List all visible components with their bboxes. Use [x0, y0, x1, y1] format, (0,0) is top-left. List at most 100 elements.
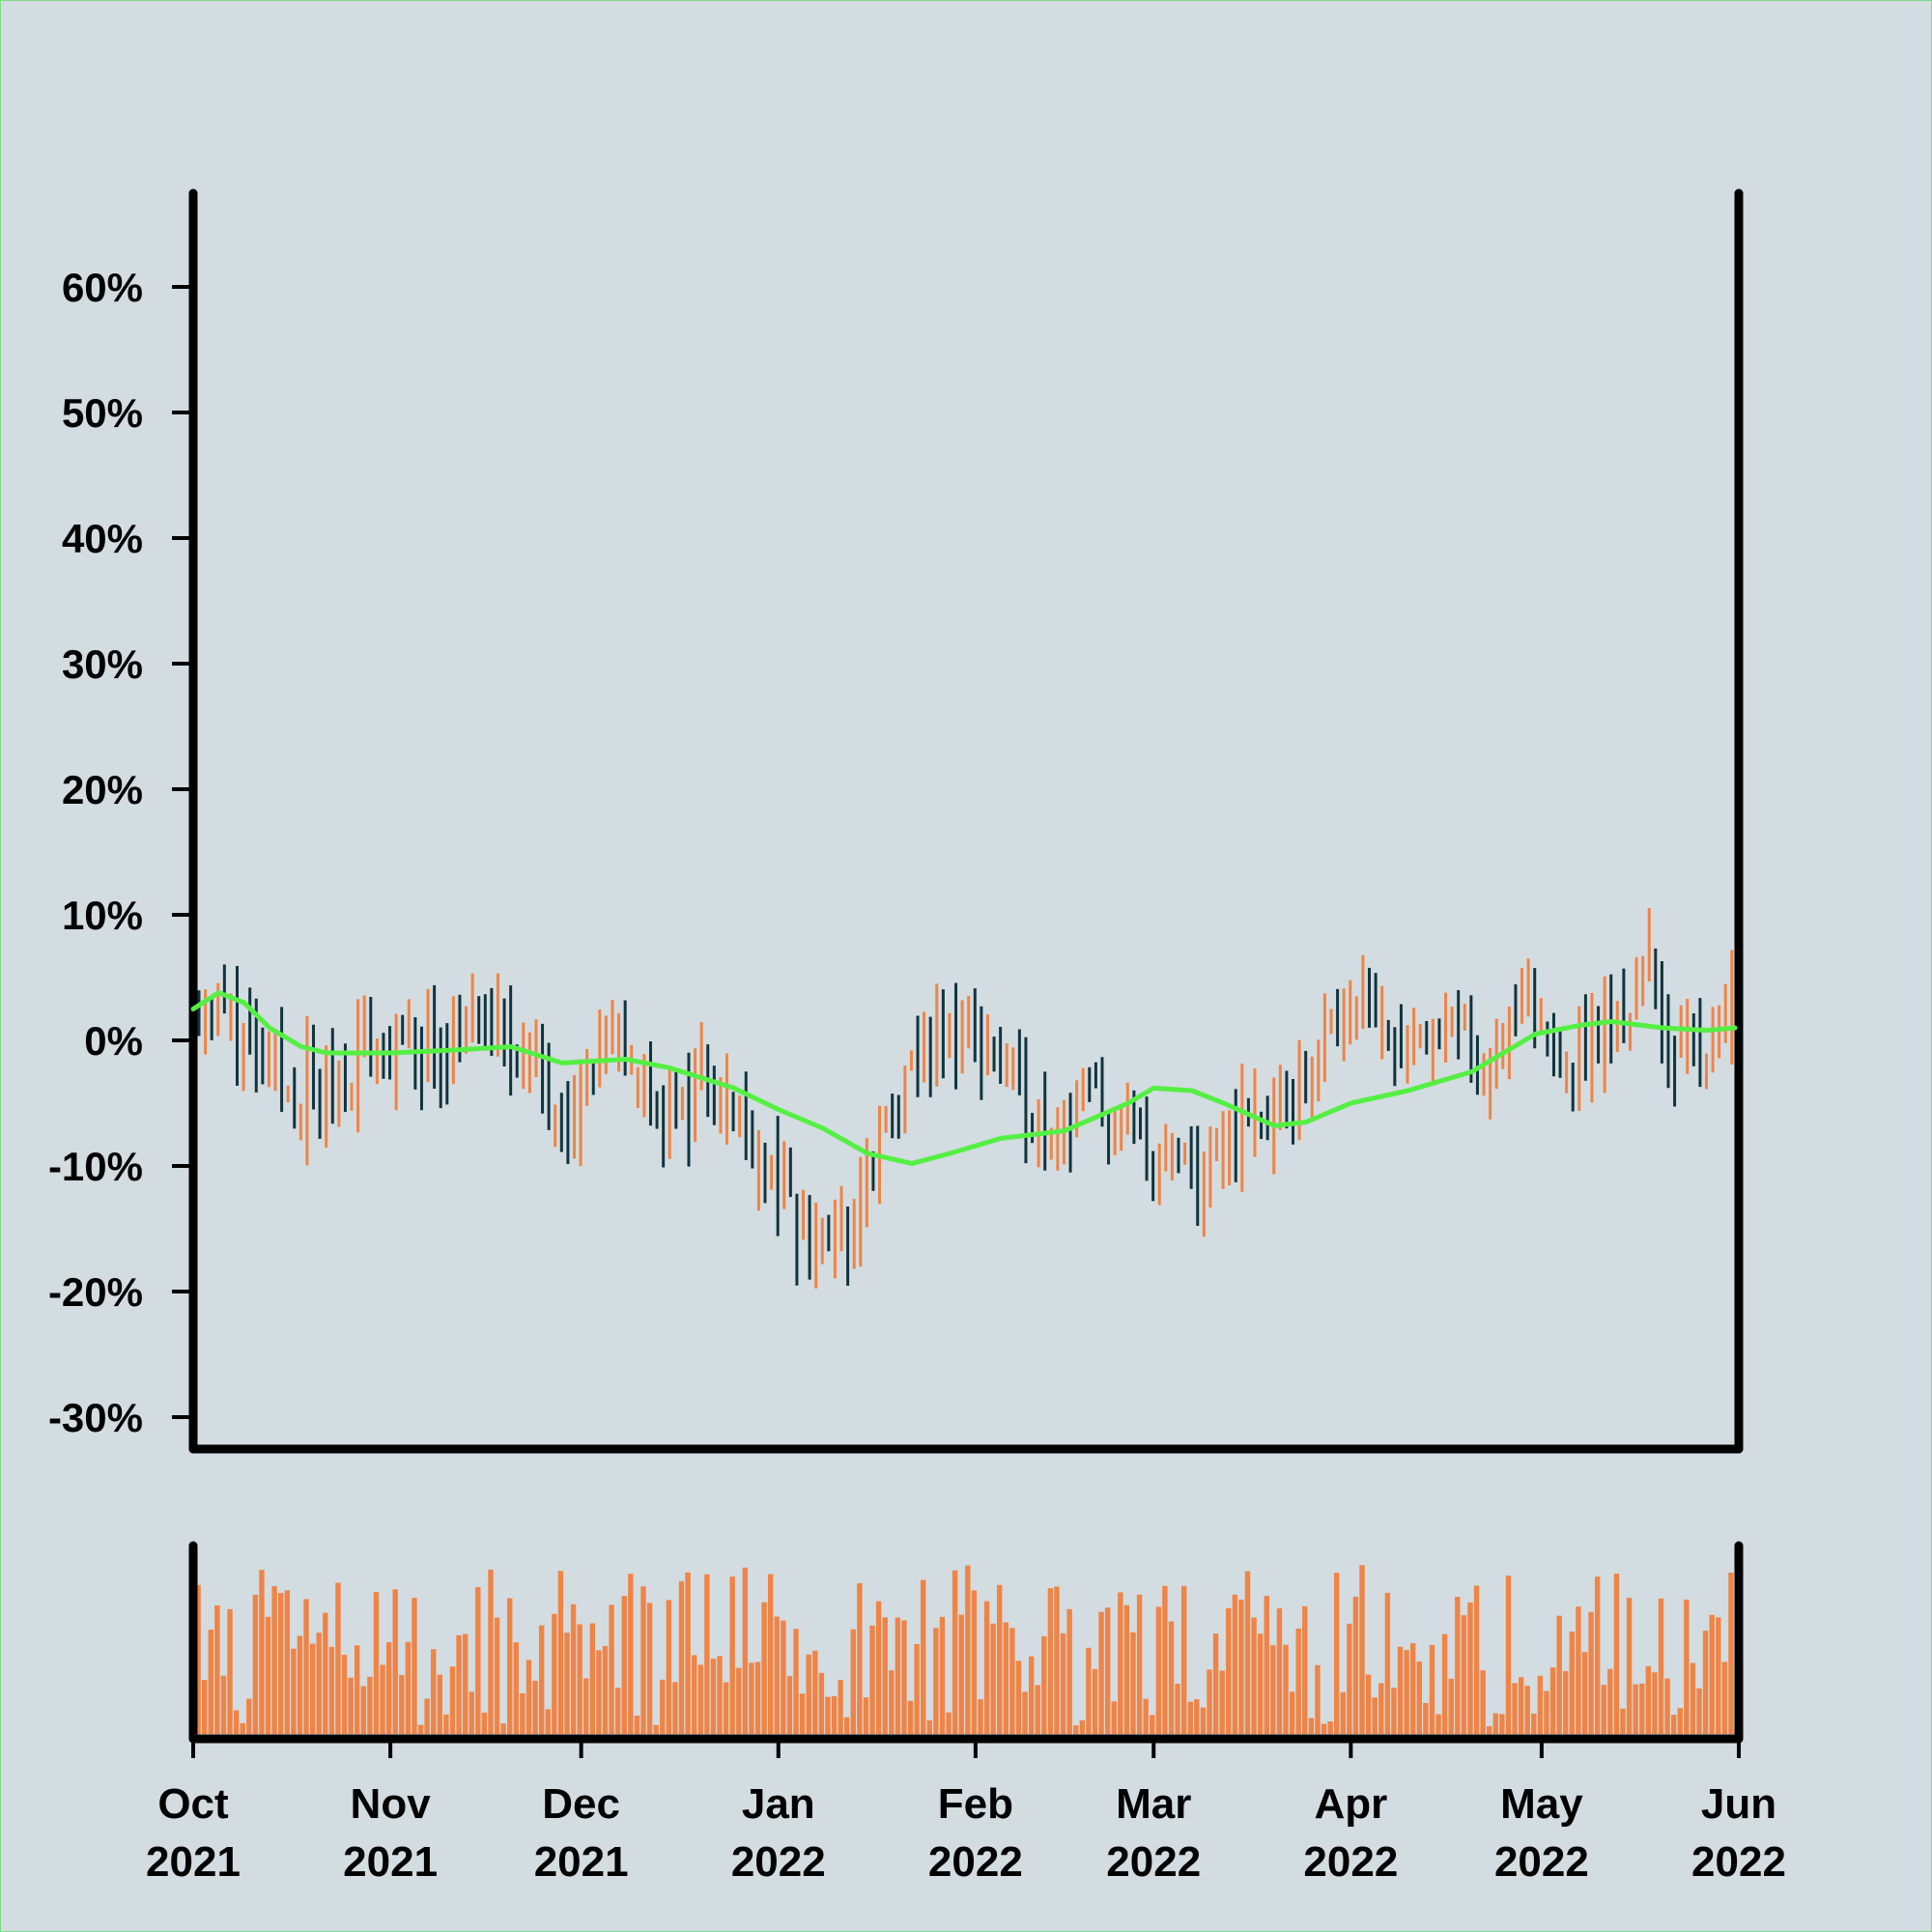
volume-bar	[1251, 1617, 1257, 1734]
volume-bar	[469, 1691, 474, 1734]
x-tick-month: Jan	[742, 1780, 815, 1828]
volume-bar	[1576, 1606, 1581, 1734]
volume-bar	[1499, 1714, 1505, 1734]
volume-bar	[443, 1714, 449, 1734]
volume-bar	[1690, 1662, 1696, 1734]
volume-bar	[1613, 1574, 1620, 1734]
volume-bar	[1060, 1633, 1066, 1734]
volume-bar	[863, 1697, 869, 1734]
volume-bar	[1308, 1718, 1315, 1734]
volume-bar	[1270, 1645, 1276, 1734]
volume-bar	[1435, 1714, 1441, 1734]
x-tick-year: 2021	[343, 1838, 438, 1886]
volume-bar	[532, 1680, 538, 1734]
volume-bar	[983, 1601, 990, 1734]
volume-bar	[1601, 1685, 1606, 1734]
volume-bar	[1467, 1602, 1473, 1734]
volume-bar	[1212, 1634, 1219, 1734]
y-tick-label: 40%	[62, 516, 143, 561]
x-tick-year: 2022	[1691, 1838, 1786, 1886]
volume-bar	[946, 1712, 952, 1734]
volume-bar	[252, 1594, 259, 1734]
volume-bar	[666, 1600, 672, 1734]
volume-bar	[1721, 1662, 1728, 1734]
volume-bar	[309, 1643, 316, 1734]
volume-bar	[895, 1617, 901, 1734]
x-tick-year: 2022	[928, 1838, 1023, 1886]
volume-bar	[1684, 1599, 1690, 1734]
x-tick-month: Oct	[157, 1780, 229, 1828]
volume-bar	[220, 1675, 227, 1734]
volume-bar	[1397, 1646, 1404, 1734]
volume-bar	[1015, 1661, 1022, 1734]
volume-bar	[907, 1700, 914, 1734]
volume-axes	[188, 1541, 1744, 1744]
x-tick-year: 2021	[146, 1838, 241, 1886]
volume-bar	[628, 1574, 634, 1734]
volume-bar	[1321, 1723, 1327, 1734]
volume-bar	[1047, 1588, 1054, 1734]
volume-bar	[341, 1655, 348, 1734]
volume-bar	[697, 1664, 703, 1734]
volume-bar	[1505, 1576, 1512, 1734]
volume-bar	[1289, 1691, 1295, 1734]
volume-bar	[736, 1667, 742, 1734]
volume-bar	[1594, 1577, 1601, 1734]
price-axes	[188, 188, 1744, 1454]
volume-bar	[1150, 1715, 1155, 1734]
volume-bar	[1035, 1685, 1040, 1734]
volume-bar	[526, 1660, 532, 1734]
volume-bar	[456, 1634, 462, 1734]
volume-bar	[240, 1722, 245, 1734]
volume-bar	[265, 1616, 271, 1734]
volume-bar	[640, 1586, 646, 1734]
x-axis-ticks: Oct 2021 Nov 2021 Dec 2021 Jan 2022 Feb 2022 Mar 20…	[146, 1739, 1786, 1886]
moving-average-layer	[190, 990, 1738, 1166]
volume-bar	[1041, 1635, 1047, 1734]
volume-bar	[564, 1633, 570, 1734]
volume-bar	[405, 1641, 412, 1734]
volume-bar	[507, 1598, 513, 1734]
volume-bar	[1200, 1707, 1207, 1734]
volume-bar	[431, 1649, 437, 1734]
volume-bar	[1123, 1605, 1130, 1734]
volume-bar	[291, 1648, 297, 1734]
volume-bar	[1391, 1688, 1397, 1734]
volume-bar	[1696, 1688, 1702, 1734]
volume-bar	[869, 1625, 875, 1734]
x-tick-month: Dec	[542, 1780, 620, 1828]
x-tick-month: Jun	[1701, 1780, 1776, 1828]
volume-bar	[424, 1698, 430, 1734]
volume-bar	[1098, 1611, 1104, 1734]
volume-bar	[634, 1715, 640, 1734]
volume-bar	[1670, 1715, 1677, 1734]
volume-bar	[392, 1589, 398, 1734]
volume-bars	[195, 1565, 1734, 1734]
volume-bar	[577, 1624, 582, 1734]
x-tick-year: 2022	[731, 1838, 826, 1886]
moving-average-line	[190, 990, 1738, 1166]
volume-bar	[1302, 1605, 1308, 1734]
volume-bar	[952, 1570, 958, 1734]
volume-bar	[1581, 1652, 1588, 1734]
volume-bar	[335, 1582, 341, 1734]
volume-bar	[793, 1629, 799, 1734]
volume-bar	[1544, 1690, 1549, 1734]
volume-bar	[201, 1680, 208, 1734]
volume-bar	[1429, 1644, 1435, 1734]
volume-bar	[1207, 1669, 1212, 1734]
volume-bar	[621, 1596, 627, 1734]
volume-bar	[997, 1584, 1003, 1734]
volume-bar	[1549, 1667, 1556, 1734]
volume-bar	[316, 1633, 322, 1734]
x-tick-year: 2022	[1494, 1838, 1589, 1886]
volume-bar	[1716, 1617, 1721, 1734]
x-tick-month: Feb	[938, 1780, 1013, 1828]
volume-bar	[417, 1724, 424, 1734]
volume-bar	[1658, 1598, 1664, 1734]
volume-bar	[1677, 1708, 1683, 1734]
volume-bar	[1155, 1606, 1162, 1734]
volume-bar	[1194, 1699, 1200, 1734]
volume-bar	[1022, 1691, 1028, 1734]
